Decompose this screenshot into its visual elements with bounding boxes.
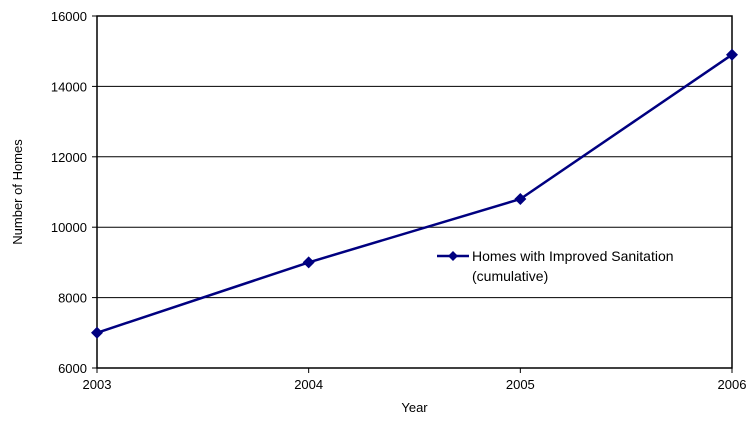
data-point-marker [302, 256, 315, 269]
y-tick-label: 16000 [51, 9, 87, 24]
data-point-marker [726, 48, 738, 61]
legend: Homes with Improved Sanitation (cumulati… [437, 248, 674, 284]
gridlines [97, 85, 732, 299]
y-axis-ticks: 6000 8000 10000 12000 14000 16000 [51, 9, 97, 376]
x-tick-label: 2005 [506, 377, 535, 392]
plot-area-frame [96, 15, 733, 369]
y-tick-label: 8000 [58, 291, 87, 306]
data-point-marker [514, 193, 527, 206]
x-tick-label: 2003 [83, 377, 112, 392]
series-layer [91, 48, 738, 339]
series-line [96, 53, 733, 334]
legend-label-line-2: (cumulative) [472, 268, 548, 284]
legend-label-line-1: Homes with Improved Sanitation [472, 248, 674, 264]
data-point-marker [91, 326, 103, 339]
x-tick-label: 2006 [718, 377, 747, 392]
x-tick-label: 2004 [294, 377, 323, 392]
y-tick-label: 14000 [51, 79, 87, 94]
x-axis-title: Year [401, 400, 428, 415]
y-tick-label: 10000 [51, 220, 87, 235]
y-tick-label: 12000 [51, 150, 87, 165]
y-tick-label: 6000 [58, 361, 87, 376]
x-axis-ticks: 2003 2004 2005 2006 [83, 368, 747, 392]
y-axis-title: Number of Homes [10, 139, 25, 245]
legend-series-marker [448, 251, 458, 261]
